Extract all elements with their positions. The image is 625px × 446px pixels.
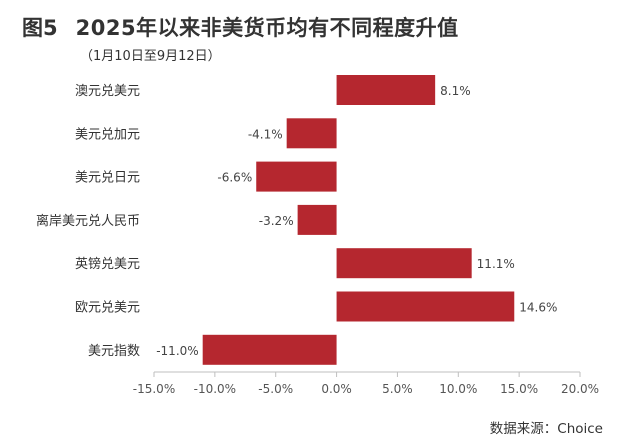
- bars-layer: 澳元兑美元 8.1% 美元兑加元 -4.1% 美元兑日元 -6.6% 离岸美元兑人民币 -3.…: [36, 75, 557, 365]
- data-label: -11.0%: [156, 344, 198, 358]
- category-label: 离岸美元兑人民币: [36, 213, 140, 229]
- category-label: 美元兑加元: [75, 127, 140, 142]
- data-label: -3.2%: [259, 214, 294, 228]
- data-source: 数据来源：Choice: [489, 421, 603, 437]
- data-label: 11.1%: [477, 257, 515, 271]
- x-tick-label: -15.0%: [133, 382, 175, 396]
- x-tick-label: 15.0%: [500, 382, 538, 396]
- data-label: -4.1%: [248, 127, 283, 141]
- category-label: 美元兑日元: [75, 171, 140, 186]
- x-tick-label: 0.0%: [321, 382, 352, 396]
- bar: [336, 291, 515, 322]
- data-label: 14.6%: [519, 301, 557, 315]
- x-tick-label: -10.0%: [194, 382, 236, 396]
- x-tick-label: 20.0%: [561, 382, 599, 396]
- x-tick-label: 10.0%: [439, 382, 477, 396]
- bar: [256, 161, 337, 192]
- figure-number: 图5: [22, 16, 58, 40]
- x-axis: -15.0% -10.0% -5.0% 0.0% 5.0% 10.0% 15.0% 20.0%: [133, 371, 599, 396]
- bar: [286, 118, 337, 149]
- category-label: 欧元兑美元: [75, 301, 140, 316]
- bar: [297, 204, 337, 235]
- bar: [336, 75, 436, 105]
- data-label: -6.6%: [217, 171, 252, 185]
- x-tick-label: -5.0%: [258, 382, 293, 396]
- chart-subtitle: （1月10日至9月12日）: [80, 49, 221, 64]
- data-label: 8.1%: [440, 84, 471, 98]
- category-label: 美元指数: [88, 344, 140, 359]
- category-label: 澳元兑美元: [75, 83, 140, 99]
- chart-title: 2025年以来非美货币均有不同程度升值: [75, 16, 459, 40]
- x-tick-label: 5.0%: [382, 382, 413, 396]
- figure-header: 图5 2025年以来非美货币均有不同程度升值: [22, 12, 459, 42]
- bar: [336, 248, 472, 279]
- bar: [202, 334, 337, 365]
- category-label: 英镑兑美元: [75, 256, 140, 272]
- bar-chart: 澳元兑美元 8.1% 美元兑加元 -4.1% 美元兑日元 -6.6% 离岸美元兑人民币 -3.…: [36, 75, 599, 396]
